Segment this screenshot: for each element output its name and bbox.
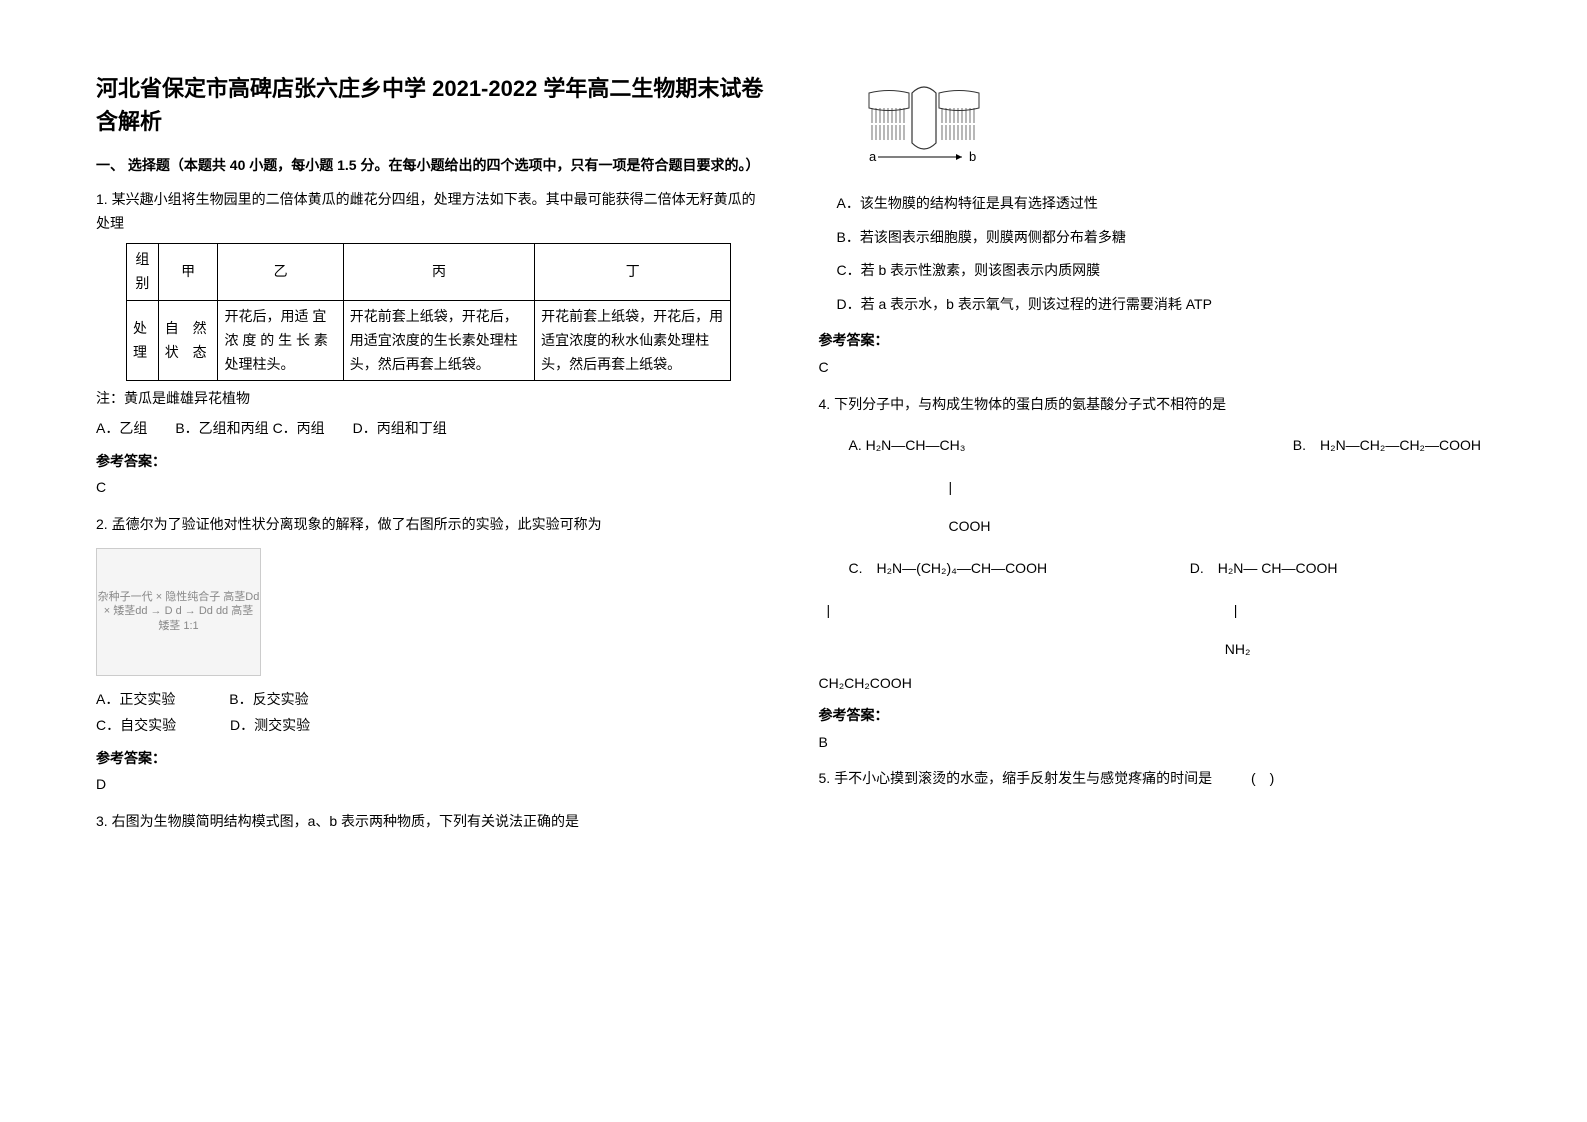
q4-group-row: NH₂ bbox=[819, 630, 1492, 669]
q2-text: 2. 孟德尔为了验证他对性状分离现象的解释，做了右图所示的实验，此实验可称为 bbox=[96, 511, 769, 538]
opt-a: A．正交实验 bbox=[96, 686, 175, 713]
svg-text:a: a bbox=[869, 149, 877, 164]
membrane-svg: a b bbox=[854, 83, 1004, 168]
q4-c-group: CH₂CH₂COOH bbox=[819, 670, 1492, 697]
col-header: 甲 bbox=[158, 244, 218, 301]
q4-d-bond: | bbox=[1084, 591, 1491, 630]
exam-title: 河北省保定市高碑店张六庄乡中学 2021-2022 学年高二生物期末试卷含解析 bbox=[96, 72, 769, 138]
q4-text: 4. 下列分子中，与构成生物体的蛋白质的氨基酸分子式不相符的是 bbox=[819, 391, 1492, 418]
table-cell: 自 然状 态 bbox=[158, 300, 218, 380]
q5-blank: ( ) bbox=[1251, 770, 1274, 786]
q4-answer: B bbox=[819, 729, 1492, 756]
q4-a-bond: | bbox=[819, 468, 1492, 507]
q4-opt-c: C. H₂N―(CH₂)₄―CH―COOH bbox=[819, 546, 1150, 591]
opt-d: D．测交实验 bbox=[230, 712, 310, 739]
col-header: 丙 bbox=[343, 244, 534, 301]
q2-answer-label: 参考答案： bbox=[96, 745, 769, 772]
q3-answer: C bbox=[819, 354, 1492, 381]
q4-row1: A. H₂N―CH―CH₃ B. H₂N―CH₂―CH₂―COOH bbox=[819, 423, 1492, 468]
q4-a-group: COOH bbox=[819, 507, 1492, 546]
q4-opt-a: A. H₂N―CH―CH₃ bbox=[819, 423, 1165, 468]
col-header: 乙 bbox=[218, 244, 343, 301]
q3-answer-label: 参考答案： bbox=[819, 327, 1492, 354]
q2-answer: D bbox=[96, 771, 769, 798]
q1-options: A．乙组 B．乙组和丙组 C．丙组 D．丙组和丁组 bbox=[96, 415, 769, 442]
q1-intro: 1. 某兴趣小组将生物园里的二倍体黄瓜的雌花分四组，处理方法如下表。其中最可能获… bbox=[96, 188, 769, 236]
q1-note: 注：黄瓜是雌雄异花植物 bbox=[96, 387, 769, 411]
table-cell: 开花前套上纸袋，开花后，用适宜浓度的秋水仙素处理柱头，然后再套上纸袋。 bbox=[535, 300, 731, 380]
q3-opt-c: C．若 b 表示性激素，则该图表示内质网膜 bbox=[837, 254, 1492, 288]
right-column: a b A．该生物膜的结构特征是具有选择透过性 B．若该图表示细胞膜，则膜两侧都… bbox=[819, 72, 1492, 841]
section-one-header: 一、 选择题（本题共 40 小题，每小题 1.5 分。在每小题给出的四个选项中，… bbox=[96, 154, 769, 178]
q3-opt-b: B．若该图表示细胞膜，则膜两侧都分布着多糖 bbox=[837, 221, 1492, 255]
table-cell: 开花前套上纸袋，开花后，用适宜浓度的生长素处理柱头，然后再套上纸袋。 bbox=[343, 300, 534, 380]
table-row: 处理 自 然状 态 开花后，用适 宜浓 度 的 生 长 素 处理柱头。 开花前套… bbox=[127, 300, 731, 380]
opt-c: C．自交实验 bbox=[96, 712, 176, 739]
q3-membrane-diagram: a b bbox=[849, 78, 1009, 173]
q4-bond-row: | | bbox=[819, 591, 1492, 630]
q2-diagram: 杂种子一代 × 隐性纯合子 高茎Dd × 矮茎dd → D d → Dd dd … bbox=[96, 548, 261, 676]
left-column: 河北省保定市高碑店张六庄乡中学 2021-2022 学年高二生物期末试卷含解析 … bbox=[96, 72, 769, 841]
q4-c-bond: | bbox=[819, 591, 1084, 630]
q4-d-group: NH₂ bbox=[1085, 630, 1491, 669]
opt-b: B．反交实验 bbox=[229, 686, 308, 713]
q5-text: 5. 手不小心摸到滚烫的水壶，缩手反射发生与感觉疼痛的时间是 ( ) bbox=[819, 765, 1492, 792]
q2-options-row2: C．自交实验 D．测交实验 bbox=[96, 712, 769, 739]
q3-text: 3. 右图为生物膜简明结构模式图，a、b 表示两种物质，下列有关说法正确的是 bbox=[96, 808, 769, 835]
q4-opt-d: D. H₂N― CH―COOH bbox=[1150, 546, 1491, 591]
col-header: 丁 bbox=[535, 244, 731, 301]
diagram-caption: 杂种子一代 × 隐性纯合子 高茎Dd × 矮茎dd → D d → Dd dd … bbox=[97, 590, 260, 633]
svg-text:b: b bbox=[969, 149, 976, 164]
q1-answer: C bbox=[96, 474, 769, 501]
row-label: 处理 bbox=[127, 300, 159, 380]
q2-options-row1: A．正交实验 B．反交实验 bbox=[96, 686, 769, 713]
spacer bbox=[819, 630, 1085, 669]
q1-answer-label: 参考答案： bbox=[96, 448, 769, 475]
q5-body: 5. 手不小心摸到滚烫的水壶，缩手反射发生与感觉疼痛的时间是 bbox=[819, 770, 1213, 786]
q1-table: 组别 甲 乙 丙 丁 处理 自 然状 态 开花后，用适 宜浓 度 的 生 长 素… bbox=[126, 243, 731, 381]
q3-opt-a: A．该生物膜的结构特征是具有选择透过性 bbox=[837, 187, 1492, 221]
q3-opt-d: D．若 a 表示水，b 表示氧气，则该过程的进行需要消耗 ATP bbox=[837, 288, 1492, 322]
col-header: 组别 bbox=[127, 244, 159, 301]
q4-row2: C. H₂N―(CH₂)₄―CH―COOH D. H₂N― CH―COOH bbox=[819, 546, 1492, 591]
table-header-row: 组别 甲 乙 丙 丁 bbox=[127, 244, 731, 301]
table-cell: 开花后，用适 宜浓 度 的 生 长 素 处理柱头。 bbox=[218, 300, 343, 380]
q4-answer-label: 参考答案： bbox=[819, 702, 1492, 729]
q4-opt-b: B. H₂N―CH₂―CH₂―COOH bbox=[1165, 423, 1491, 468]
